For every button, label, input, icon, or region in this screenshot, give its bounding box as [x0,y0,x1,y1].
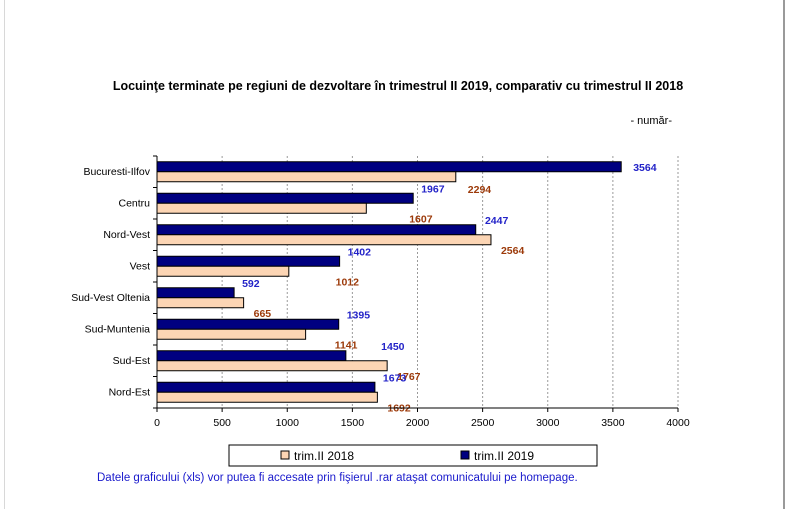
legend-swatch-2018 [280,450,290,460]
bar-2019 [156,192,414,204]
data-label-2019: 1395 [347,309,371,321]
page-frame-left [4,0,5,509]
category-label: Centru [118,197,150,209]
bar-2018 [156,328,307,340]
legend-box [228,444,598,467]
bar-2018 [156,202,367,214]
x-tick-label: 0 [154,417,160,429]
x-tick-label: 3000 [536,417,560,429]
category-label: Sud-Vest Oltenia [71,292,150,304]
legend-swatch-2019 [460,450,470,460]
x-tick-label: 1500 [341,417,365,429]
bar-2018 [156,360,388,372]
data-label-2018: 1141 [335,339,358,351]
x-tick-label: 500 [213,417,231,429]
bar-2018 [156,171,457,183]
data-source-note: Datele graficului (xls) vor putea fi acc… [97,472,578,484]
x-tick-label: 1000 [276,417,300,429]
x-tick-label: 2500 [471,417,495,429]
bar-2019 [156,224,477,236]
category-label: Sud-Muntenia [85,323,151,335]
bar-2019 [156,287,235,299]
data-label-2019: 1673 [383,372,407,384]
legend-label-2019: trim.II 2019 [474,449,534,463]
data-label-2019: 1450 [381,341,405,353]
bar-2019 [156,161,622,173]
bar-2019 [156,255,341,267]
data-label-2018: 2564 [501,245,525,257]
bar-2018 [156,265,290,277]
legend-label-2018: trim.II 2018 [294,449,354,463]
bar-2019 [156,381,376,393]
data-label-2018: 1607 [409,213,433,225]
x-tick-label: 4000 [666,417,690,429]
bar-2018 [156,391,378,403]
data-label-2018: 665 [254,308,272,320]
page-frame-right [783,0,785,509]
category-label: Nord-Est [109,386,151,398]
data-label-2018: 2294 [468,184,492,196]
data-label-2019: 1967 [421,183,445,195]
data-label-2019: 3564 [633,162,657,174]
unit-label: - număr- [630,115,672,127]
legend: trim.II 2018 trim.II 2019 [228,444,598,467]
data-label-2019: 1402 [348,246,372,258]
data-label-2018: 1012 [336,276,360,288]
data-label-2018: 1767 [397,371,421,383]
category-label: Sud-Est [113,355,150,367]
bar-2019 [156,350,347,362]
data-label-2019: 592 [242,278,260,290]
chart-title: Locuinţe terminate pe regiuni de dezvolt… [113,79,683,93]
category-label: Nord-Vest [103,229,150,241]
data-label-2019: 2447 [485,215,509,227]
x-tick-label: 3500 [601,417,625,429]
bar-2018 [156,234,492,246]
category-label: Bucuresti-Ilfov [83,166,150,178]
x-tick-label: 2000 [406,417,430,429]
bar-2019 [156,318,340,330]
bar-2018 [156,297,245,309]
category-label: Vest [130,260,151,272]
